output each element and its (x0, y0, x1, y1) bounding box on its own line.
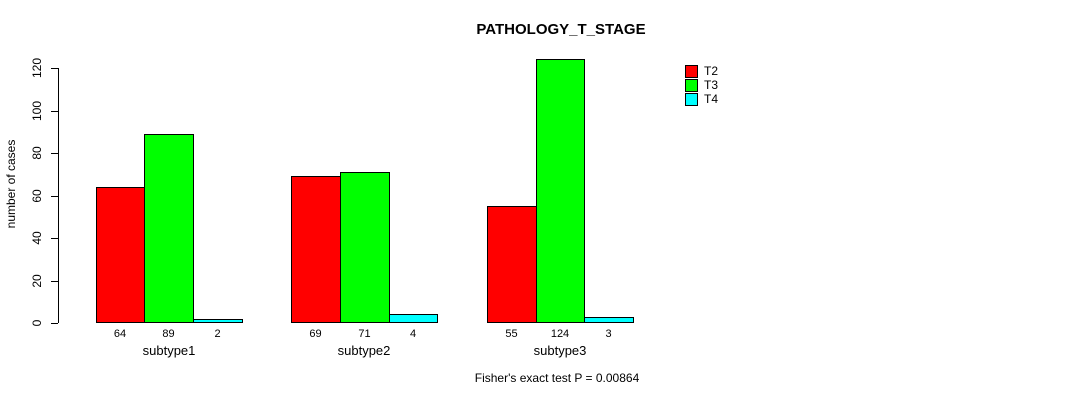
legend-swatch-T2 (685, 65, 698, 78)
y-tick-label: 0 (30, 319, 44, 327)
y-tick (51, 238, 58, 239)
bar-value-label: 55 (505, 328, 518, 340)
legend-label-T2: T2 (704, 64, 719, 78)
y-tick (51, 68, 58, 69)
bar-value-label: 69 (309, 328, 322, 340)
y-tick (51, 323, 58, 324)
y-tick-label: 100 (30, 100, 44, 122)
y-tick (51, 111, 58, 112)
y-axis-line (58, 68, 59, 323)
bar-value-label: 4 (409, 328, 417, 340)
caption-fisher-test: Fisher's exact test P = 0.00864 (474, 371, 640, 385)
y-tick-label: 120 (30, 57, 44, 79)
x-category-label: subtype2 (337, 343, 391, 358)
legend-item-T3: T3 (685, 79, 718, 92)
legend-item-T2: T2 (685, 65, 718, 78)
y-tick-label: 80 (30, 146, 44, 160)
legend-swatch-T4 (685, 93, 698, 106)
bar-T3-subtype2 (340, 172, 390, 323)
legend-swatch-T3 (685, 79, 698, 92)
legend: T2 T3 T4 (685, 65, 718, 106)
y-tick-label: 20 (30, 274, 44, 288)
bar-value-label: 64 (113, 328, 127, 340)
y-axis-title: number of cases (4, 139, 18, 229)
legend-item-T4: T4 (685, 93, 718, 106)
chart-title: PATHOLOGY_T_STAGE (476, 21, 646, 38)
x-category-label: subtype1 (142, 343, 196, 358)
y-tick-label: 40 (30, 231, 44, 245)
bar-T2-subtype2 (291, 176, 341, 323)
bar-value-label: 71 (358, 328, 371, 340)
y-tick-label: 60 (30, 189, 44, 203)
bar-T3-subtype1 (144, 134, 194, 323)
bar-value-label: 3 (605, 328, 612, 340)
bar-T4-subtype3 (584, 317, 634, 323)
bar-T3-subtype3 (536, 59, 585, 323)
legend-label-T4: T4 (704, 92, 719, 106)
y-tick (51, 281, 58, 282)
bar-T4-subtype2 (389, 314, 438, 323)
bar-value-label: 2 (214, 328, 221, 340)
legend-label-T3: T3 (704, 78, 719, 92)
x-category-label: subtype3 (533, 343, 587, 358)
y-tick (51, 153, 58, 154)
bar-T2-subtype3 (487, 206, 537, 323)
bar-value-label: 89 (162, 328, 175, 340)
bar-value-label: 124 (550, 328, 570, 340)
y-tick (51, 196, 58, 197)
bar-T4-subtype1 (193, 319, 243, 323)
bar-T2-subtype1 (96, 187, 145, 323)
